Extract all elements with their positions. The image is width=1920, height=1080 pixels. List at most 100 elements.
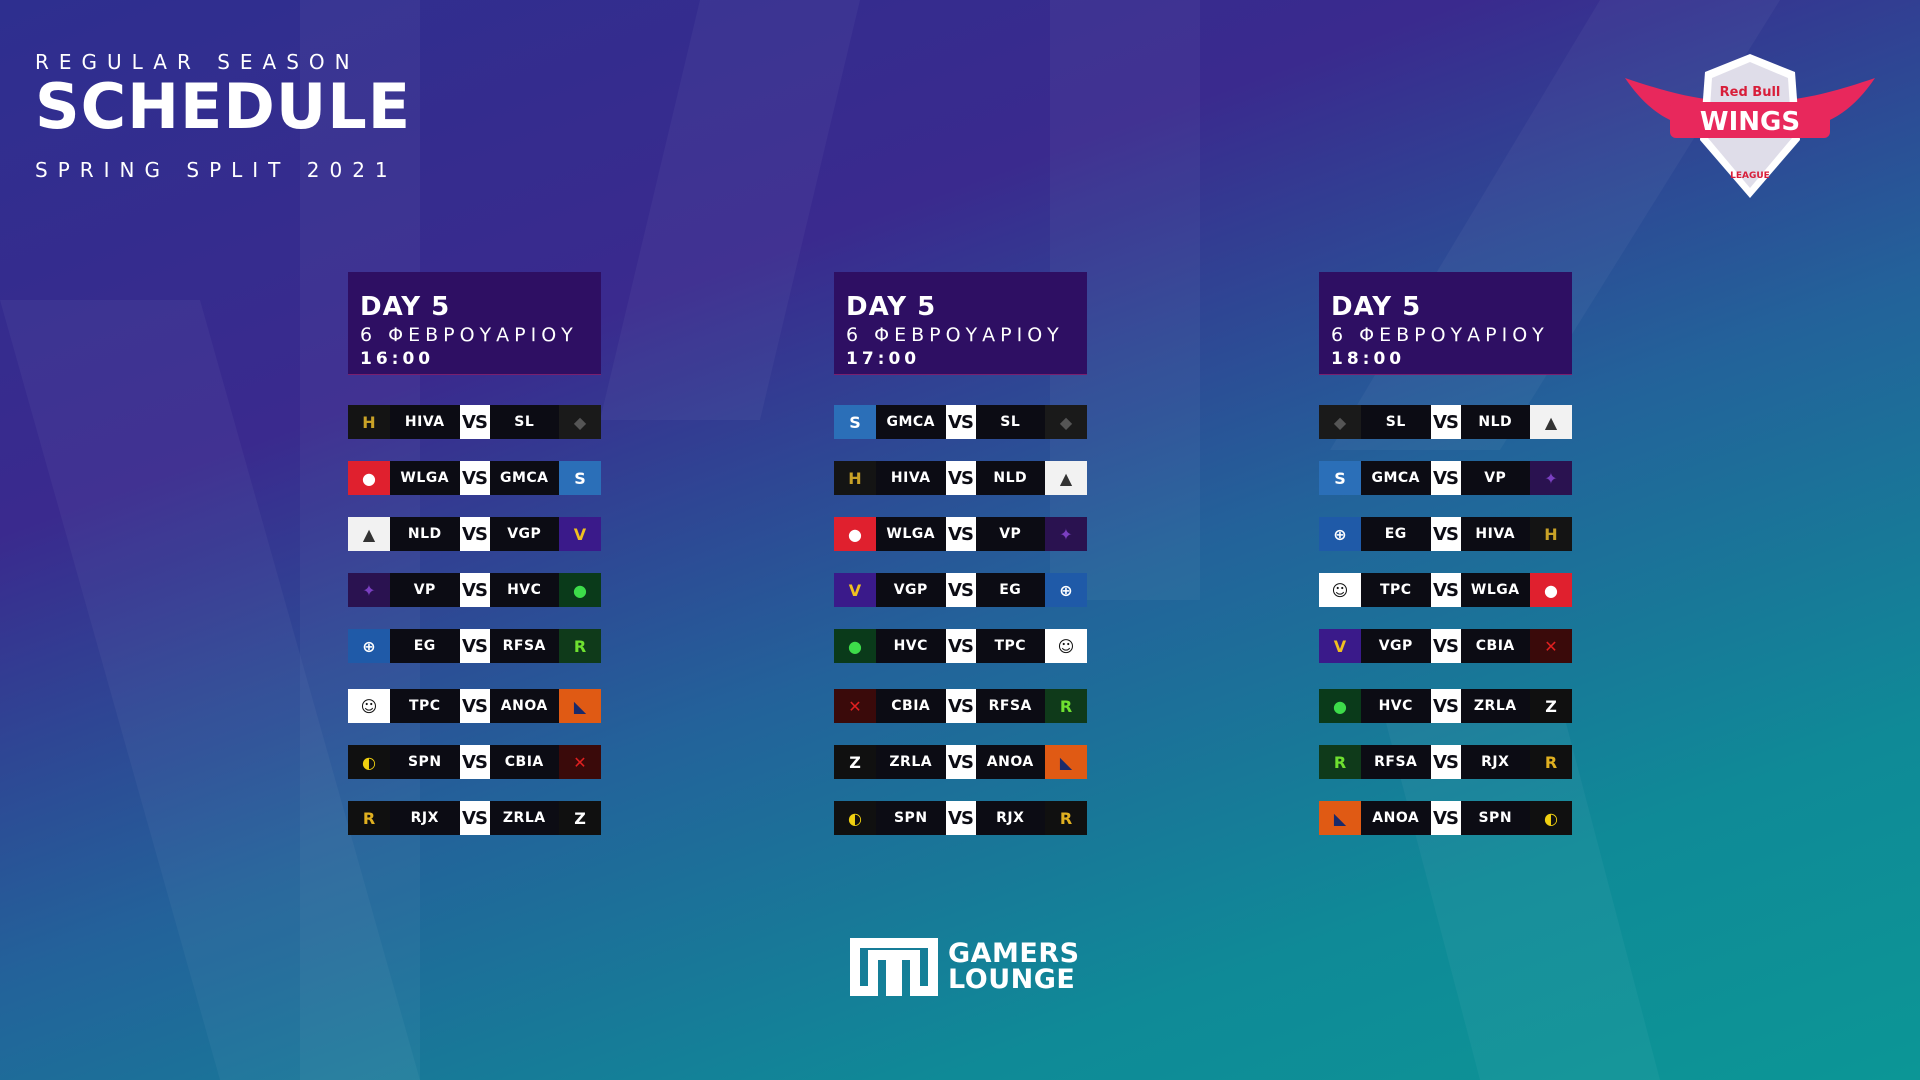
team-logo-wlga-icon: ● [1530,573,1572,607]
team-logo-vgp-icon: V [1319,629,1361,663]
match-row: ◐ SPN VS CBIA ✕ [348,745,601,779]
team-logo-glyph: ☺ [1057,636,1075,656]
home-team-name: SL [1361,405,1431,439]
team-logo-anoa-icon: ◣ [559,689,601,723]
team-logo-glyph: ✦ [1059,524,1073,544]
home-team-name: GMCA [876,405,946,439]
vs-badge: VS [459,801,490,835]
day-time: 18:00 [1331,349,1406,369]
redbull-wings-league-logo: Red Bull WINGS LEAGUE [1625,54,1875,198]
team-logo-tpc-icon: ☺ [1045,629,1087,663]
team-logo-glyph: ● [362,468,376,488]
team-logo-wlga-icon: ● [348,461,390,495]
match-row: ● HVC VS TPC ☺ [834,629,1087,663]
gamers-lounge-mark-icon [850,938,938,996]
team-logo-glyph: R [573,636,587,656]
home-team-name: VGP [876,573,946,607]
team-logo-spn-icon: ◐ [834,801,876,835]
match-row: ☺ TPC VS WLGA ● [1319,573,1572,607]
team-logo-glyph: ◣ [1059,752,1073,772]
vs-badge: VS [945,461,976,495]
team-logo-rfsa-icon: R [1045,689,1087,723]
day-date: 6 ΦΕΒΡΟΥΑΡΙΟΥ [360,324,578,346]
home-team-name: HIVA [876,461,946,495]
day-time: 16:00 [360,349,435,369]
team-logo-rfsa-icon: R [559,629,601,663]
away-team-name: RJX [975,801,1045,835]
team-logo-glyph: ✕ [1544,636,1558,656]
home-team-name: RJX [390,801,460,835]
away-team-name: SL [489,405,559,439]
home-team-name: RFSA [1361,745,1431,779]
team-logo-glyph: S [1334,468,1346,488]
team-logo-wlga-icon: ● [834,517,876,551]
day-title: DAY 5 [1331,292,1422,322]
team-logo-glyph: ◆ [573,412,587,432]
page-title: SCHEDULE [35,70,412,143]
away-team-name: TPC [975,629,1045,663]
match-row: ● WLGA VS VP ✦ [834,517,1087,551]
team-logo-nld-icon: ▲ [1045,461,1087,495]
home-team-name: EG [1361,517,1431,551]
team-logo-eg-icon: ⊕ [348,629,390,663]
home-team-name: NLD [390,517,460,551]
team-logo-glyph: H [1544,524,1558,544]
team-logo-spn-icon: ◐ [348,745,390,779]
match-row: H HIVA VS NLD ▲ [834,461,1087,495]
vs-badge: VS [459,405,490,439]
team-logo-glyph: Z [574,808,586,828]
vs-badge: VS [459,517,490,551]
team-logo-gmca-icon: S [1319,461,1361,495]
match-row: ▲ NLD VS VGP V [348,517,601,551]
match-row: ✦ VP VS HVC ● [348,573,601,607]
match-row: ● HVC VS ZRLA Z [1319,689,1572,723]
team-logo-vp-icon: ✦ [1530,461,1572,495]
partner-name-line1: GAMERS [948,938,1080,970]
header-subtitle: SPRING SPLIT 2021 [35,158,398,182]
team-logo-glyph: ✕ [573,752,587,772]
match-row: V VGP VS EG ⊕ [834,573,1087,607]
away-team-name: WLGA [1460,573,1530,607]
match-list: S GMCA VS SL ◆ H HIVA VS NLD ▲ ● WLGA VS VP ✦ V VGP VS EG ⊕… [834,405,1087,835]
match-row: H HIVA VS SL ◆ [348,405,601,439]
away-team-name: RJX [1460,745,1530,779]
vs-badge: VS [945,517,976,551]
away-team-name: VP [1460,461,1530,495]
day-title: DAY 5 [360,292,451,322]
vs-badge: VS [945,573,976,607]
day-date: 6 ΦΕΒΡΟΥΑΡΙΟΥ [846,324,1064,346]
team-logo-glyph: ▲ [1059,468,1073,488]
team-logo-tpc-icon: ☺ [1319,573,1361,607]
vs-badge: VS [945,745,976,779]
home-team-name: TPC [390,689,460,723]
match-row: V VGP VS CBIA ✕ [1319,629,1572,663]
team-logo-cbia-icon: ✕ [1530,629,1572,663]
vs-badge: VS [459,629,490,663]
team-logo-tpc-icon: ☺ [348,689,390,723]
league-logo-brand: Red Bull [1720,85,1781,100]
team-logo-hiva-icon: H [348,405,390,439]
vs-badge: VS [945,801,976,835]
away-team-name: VGP [489,517,559,551]
team-logo-sl-icon: ◆ [1045,405,1087,439]
day-time: 17:00 [846,349,921,369]
away-team-name: SPN [1460,801,1530,835]
team-logo-glyph: V [573,524,587,544]
away-team-name: ZRLA [1460,689,1530,723]
vs-badge: VS [459,745,490,779]
away-team-name: ANOA [975,745,1045,779]
team-logo-glyph: Z [849,752,861,772]
team-logo-rjx-icon: R [348,801,390,835]
away-team-name: HIVA [1460,517,1530,551]
team-logo-nld-icon: ▲ [348,517,390,551]
match-row: ● WLGA VS GMCA S [348,461,601,495]
team-logo-glyph: ☺ [1331,580,1349,600]
team-logo-glyph: S [574,468,586,488]
home-team-name: TPC [1361,573,1431,607]
away-team-name: CBIA [1460,629,1530,663]
team-logo-glyph: ▲ [1544,412,1558,432]
team-logo-glyph: ✕ [848,696,862,716]
home-team-name: VGP [1361,629,1431,663]
